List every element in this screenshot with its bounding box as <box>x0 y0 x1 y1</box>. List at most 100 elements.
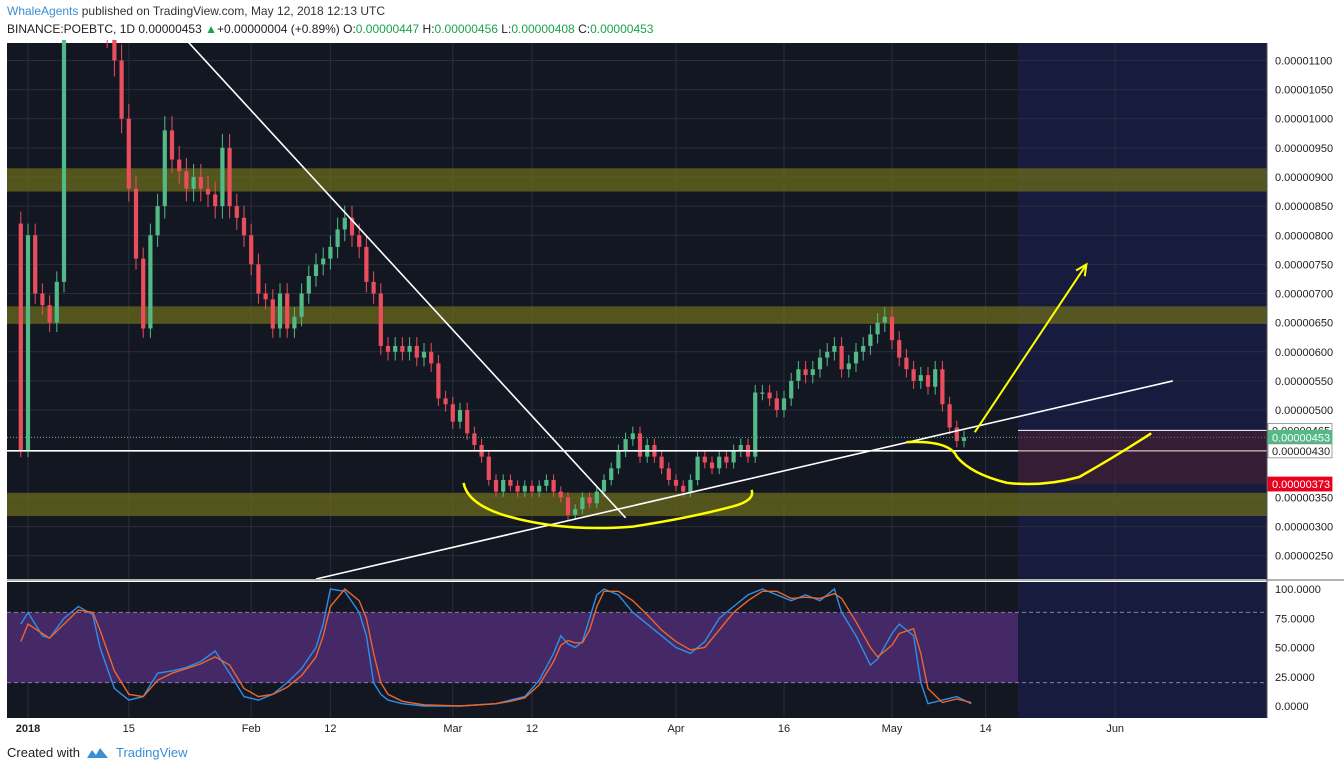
candle[interactable] <box>551 479 556 492</box>
candle[interactable] <box>450 404 455 422</box>
candle[interactable] <box>839 345 844 370</box>
candle[interactable] <box>299 293 304 317</box>
candle[interactable] <box>911 369 916 381</box>
candle[interactable] <box>803 369 808 376</box>
candle[interactable] <box>702 456 707 463</box>
chart-canvas[interactable]: 0.00001100 0.00001050 0.00001000 0.00000950… <box>0 40 1344 740</box>
candle[interactable] <box>601 479 607 492</box>
candle[interactable] <box>501 479 506 492</box>
candle[interactable] <box>364 246 369 282</box>
candle[interactable] <box>321 258 326 265</box>
candle[interactable] <box>753 392 758 457</box>
candle[interactable] <box>781 398 787 411</box>
candle[interactable] <box>133 188 139 259</box>
candle[interactable] <box>717 456 722 469</box>
candle[interactable] <box>342 217 347 230</box>
candle[interactable] <box>335 229 340 247</box>
candle[interactable] <box>263 293 268 300</box>
candle[interactable] <box>112 40 117 61</box>
candle[interactable] <box>198 177 203 189</box>
candle[interactable] <box>616 450 621 469</box>
candle[interactable] <box>889 316 895 341</box>
candle[interactable] <box>558 491 563 498</box>
candle[interactable] <box>947 404 952 428</box>
candle[interactable] <box>537 485 542 492</box>
candle[interactable] <box>897 340 902 358</box>
candle[interactable] <box>594 491 599 504</box>
candle[interactable] <box>25 235 31 451</box>
candle[interactable] <box>414 345 419 358</box>
author-link[interactable]: WhaleAgents <box>7 4 79 18</box>
candle[interactable] <box>18 223 23 451</box>
candle[interactable] <box>349 217 355 236</box>
candle[interactable] <box>393 345 398 352</box>
candle[interactable] <box>400 345 405 352</box>
candle[interactable] <box>169 130 175 160</box>
candle[interactable] <box>472 433 477 445</box>
symbol-name[interactable]: BINANCE:POEBTC, 1D <box>7 22 136 36</box>
candle[interactable] <box>256 264 261 294</box>
candle[interactable] <box>227 147 232 207</box>
candle[interactable] <box>724 456 729 463</box>
candle[interactable] <box>177 159 182 172</box>
candle[interactable] <box>61 40 67 282</box>
trendline[interactable] <box>185 40 627 519</box>
candle[interactable] <box>407 345 412 352</box>
candle[interactable] <box>205 188 211 195</box>
candle[interactable] <box>313 264 319 277</box>
candle[interactable] <box>789 380 794 399</box>
candle[interactable] <box>774 398 779 411</box>
candle[interactable] <box>796 369 801 381</box>
candle[interactable] <box>659 456 664 469</box>
candle[interactable] <box>357 235 362 247</box>
candle[interactable] <box>493 479 499 492</box>
stoch-line-d[interactable] <box>20 588 972 707</box>
candle[interactable] <box>385 345 391 352</box>
candle[interactable] <box>565 497 571 515</box>
candle[interactable] <box>465 410 470 434</box>
candle[interactable] <box>825 351 830 358</box>
candle[interactable] <box>249 235 254 265</box>
stoch-line-k[interactable] <box>20 587 972 707</box>
candle[interactable] <box>155 206 160 236</box>
candle[interactable] <box>515 485 520 492</box>
candle[interactable] <box>681 485 686 492</box>
candle[interactable] <box>637 433 643 457</box>
candle[interactable] <box>875 322 880 335</box>
candle[interactable] <box>162 130 167 207</box>
candle[interactable] <box>853 351 859 364</box>
candle[interactable] <box>47 305 52 323</box>
candle[interactable] <box>184 171 189 189</box>
tradingview-link[interactable]: TradingView <box>115 745 188 760</box>
candle[interactable] <box>832 345 837 352</box>
candle[interactable] <box>277 293 283 329</box>
candle[interactable] <box>486 456 491 480</box>
candle[interactable] <box>666 468 671 480</box>
candle[interactable] <box>234 206 239 218</box>
candle[interactable] <box>378 293 383 346</box>
candle[interactable] <box>40 293 45 306</box>
candle[interactable] <box>544 479 549 486</box>
candle[interactable] <box>861 345 866 352</box>
candle[interactable] <box>609 468 614 480</box>
candle[interactable] <box>810 369 815 376</box>
candle[interactable] <box>846 363 851 370</box>
candle[interactable] <box>141 258 146 329</box>
candle[interactable] <box>918 375 923 381</box>
trendline[interactable] <box>315 380 1173 580</box>
candle[interactable] <box>191 177 196 189</box>
candle[interactable] <box>371 281 376 294</box>
candle[interactable] <box>709 462 715 469</box>
candle[interactable] <box>688 479 693 492</box>
candle[interactable] <box>429 351 434 364</box>
candle[interactable] <box>33 235 38 294</box>
candle[interactable] <box>940 369 945 405</box>
candle[interactable] <box>270 299 275 329</box>
candle[interactable] <box>508 479 513 486</box>
candle[interactable] <box>767 392 772 399</box>
candle[interactable] <box>673 479 679 486</box>
candle[interactable] <box>630 433 635 440</box>
candle[interactable] <box>623 439 628 451</box>
candle[interactable] <box>421 351 427 358</box>
candle[interactable] <box>328 246 333 259</box>
